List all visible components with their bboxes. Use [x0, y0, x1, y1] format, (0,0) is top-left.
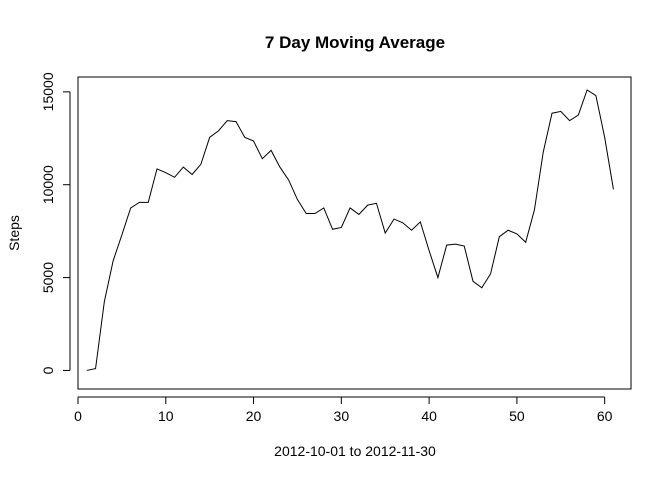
- plot-area: [77, 76, 632, 390]
- x-tick-label: 40: [421, 408, 437, 424]
- chart-title: 7 Day Moving Average: [265, 33, 445, 52]
- x-tick-label: 20: [246, 408, 262, 424]
- y-tick-label: 10000: [40, 165, 56, 204]
- x-tick-label: 60: [597, 408, 613, 424]
- x-tick-label: 30: [334, 408, 350, 424]
- y-tick-label: 5000: [40, 262, 56, 293]
- y-tick-label: 0: [40, 366, 56, 374]
- x-tick-label: 0: [74, 408, 82, 424]
- y-tick-label: 15000: [40, 72, 56, 111]
- x-tick-label: 10: [158, 408, 174, 424]
- y-axis: 0 5000 10000 15000: [40, 72, 71, 374]
- series-line-steps: [86, 89, 614, 371]
- y-axis-label: Steps: [6, 215, 22, 251]
- plot-box: [77, 76, 632, 390]
- x-axis: 0 10 20 30 40 50 60: [74, 396, 613, 424]
- x-axis-label: 2012-10-01 to 2012-11-30: [274, 443, 436, 459]
- x-tick-label: 50: [509, 408, 525, 424]
